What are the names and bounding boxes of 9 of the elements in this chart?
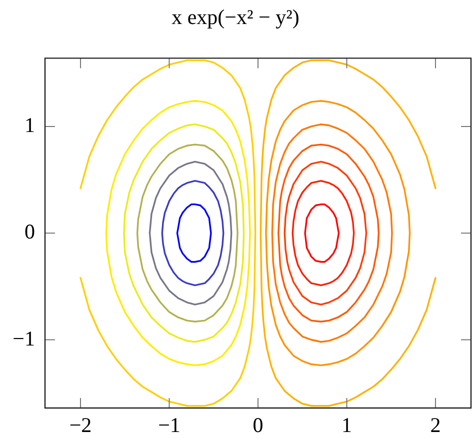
x-tick-label: −2 (69, 413, 92, 438)
x-tick-label: −1 (158, 413, 180, 438)
y-tick-label: 0 (24, 220, 35, 244)
y-tick-label: −1 (12, 326, 35, 350)
x-tick-label: 1 (342, 413, 352, 438)
x-tick-label: 0 (252, 413, 264, 438)
x-tick-label: 2 (430, 413, 441, 438)
chart-title: x exp(−x² − y²) (172, 5, 300, 30)
y-tick-label: 1 (24, 112, 35, 137)
